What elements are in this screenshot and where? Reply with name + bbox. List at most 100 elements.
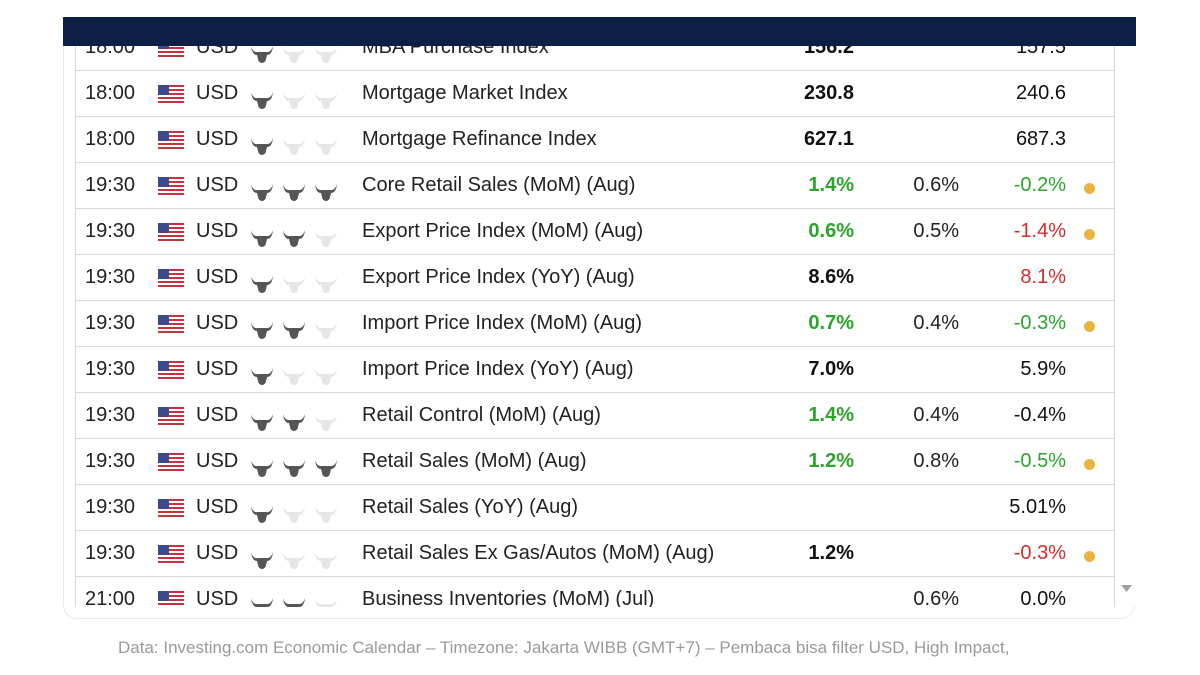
impact-icon xyxy=(282,597,306,607)
actual: 1.2% xyxy=(808,542,854,564)
actual: 7.0% xyxy=(808,358,854,380)
impact-icon xyxy=(314,229,338,249)
flag-icon xyxy=(158,131,184,149)
currency: USD xyxy=(196,496,239,518)
table-row[interactable]: 19:30 USD Import Price Index (MoM) (Aug) 0.… xyxy=(76,301,1114,347)
impact-icon xyxy=(314,45,338,65)
impact-icon xyxy=(282,321,306,341)
table-row[interactable]: 19:30 USD Import Price Index (YoY) (Aug) 7.… xyxy=(76,347,1114,393)
impact-icon xyxy=(314,505,338,525)
currency: USD xyxy=(196,404,239,426)
event-name: Retail Sales Ex Gas/Autos (MoM) (Aug) xyxy=(362,542,715,564)
table-row[interactable]: 19:30 USD Core Retail Sales (MoM) (Aug) 1.4… xyxy=(76,163,1114,209)
importance xyxy=(250,589,346,607)
impact-icon xyxy=(250,275,274,295)
actual: 230.8 xyxy=(803,82,854,104)
event-name: Export Price Index (MoM) (Aug) xyxy=(362,220,644,242)
forecast: 0.5% xyxy=(913,220,959,242)
time: 19:30 xyxy=(85,496,136,518)
impact-icon xyxy=(250,229,274,249)
currency: USD xyxy=(196,128,239,150)
impact-icon xyxy=(282,551,306,571)
currency: USD xyxy=(196,358,239,380)
calendar-table: 18:00 USD MBA Purchase Index 156.2 157.5 18:0… xyxy=(75,17,1115,607)
event-name: Retail Sales (YoY) (Aug) xyxy=(362,496,579,518)
flag-icon xyxy=(158,499,184,517)
time: 19:30 xyxy=(85,220,136,242)
impact-icon xyxy=(314,183,338,203)
table-row[interactable]: 19:30 USD Retail Sales (MoM) (Aug) 1.2% 0.8%… xyxy=(76,439,1114,485)
revised-dot xyxy=(1084,321,1095,332)
impact-icon xyxy=(314,459,338,479)
previous: 8.1% xyxy=(1020,266,1066,288)
time: 19:30 xyxy=(85,404,136,426)
currency: USD xyxy=(196,266,239,288)
currency: USD xyxy=(196,312,239,334)
event-name: Core Retail Sales (MoM) (Aug) xyxy=(362,174,636,196)
flag-icon xyxy=(158,545,184,563)
table-row[interactable]: 18:00 USD Mortgage Market Index 230.8 240.6 xyxy=(76,71,1114,117)
impact-icon xyxy=(314,91,338,111)
table-row[interactable]: 21:00 USD Business Inventories (MoM) (Jul)… xyxy=(76,577,1114,607)
impact-icon xyxy=(282,137,306,157)
flag-icon xyxy=(158,407,184,425)
previous: -0.3% xyxy=(1013,542,1066,564)
currency: USD xyxy=(196,542,239,564)
impact-icon xyxy=(250,137,274,157)
time: 19:30 xyxy=(85,358,136,380)
event-name: Business Inventories (MoM) (Jul) xyxy=(362,588,655,607)
table-row[interactable]: 18:00 USD Mortgage Refinance Index 627.1 687… xyxy=(76,117,1114,163)
forecast: 0.6% xyxy=(913,174,959,196)
currency: USD xyxy=(196,174,239,196)
actual: 0.6% xyxy=(808,220,854,242)
impact-icon xyxy=(282,275,306,295)
impact-icon xyxy=(250,413,274,433)
impact-icon xyxy=(250,183,274,203)
actual: 1.4% xyxy=(808,174,854,196)
flag-icon xyxy=(158,177,184,195)
impact-icon xyxy=(282,183,306,203)
forecast: 0.4% xyxy=(913,312,959,334)
table-row[interactable]: 19:30 USD Export Price Index (YoY) (Aug) 8.… xyxy=(76,255,1114,301)
flag-icon xyxy=(158,591,184,607)
impact-icon xyxy=(282,367,306,387)
actual: 1.4% xyxy=(808,404,854,426)
table-row[interactable]: 19:30 USD Retail Sales (YoY) (Aug) 5.01% xyxy=(76,485,1114,531)
previous: 5.01% xyxy=(1009,496,1066,518)
caption: Data: Investing.com Economic Calendar – … xyxy=(118,638,1010,657)
event-name: Retail Control (MoM) (Aug) xyxy=(362,404,601,426)
impact-icon xyxy=(250,597,274,607)
revised-dot xyxy=(1084,459,1095,470)
impact-icon xyxy=(282,413,306,433)
impact-icon xyxy=(314,551,338,571)
actual: 627.1 xyxy=(803,128,854,150)
time: 19:30 xyxy=(85,266,136,288)
event-name: Export Price Index (YoY) (Aug) xyxy=(362,266,635,288)
event-name: Mortgage Market Index xyxy=(362,82,568,104)
scrollbar[interactable] xyxy=(1118,46,1135,606)
event-name: Retail Sales (MoM) (Aug) xyxy=(362,450,587,472)
impact-icon xyxy=(314,597,338,607)
impact-icon xyxy=(314,275,338,295)
impact-icon xyxy=(250,321,274,341)
flag-icon xyxy=(158,223,184,241)
scroll-arrow[interactable] xyxy=(1118,46,1135,606)
time: 19:30 xyxy=(85,174,136,196)
impact-icon xyxy=(282,45,306,65)
previous: -1.4% xyxy=(1013,220,1066,242)
table-row[interactable]: 19:30 USD Retail Sales Ex Gas/Autos (MoM) … xyxy=(76,531,1114,577)
forecast: 0.6% xyxy=(913,588,959,607)
impact-icon xyxy=(250,505,274,525)
forecast: 0.4% xyxy=(913,404,959,426)
table-row[interactable]: 19:30 USD Retail Control (MoM) (Aug) 1.4% 0.… xyxy=(76,393,1114,439)
time: 18:00 xyxy=(85,128,136,150)
impact-icon xyxy=(314,413,338,433)
flag-icon xyxy=(158,361,184,379)
impact-icon xyxy=(314,367,338,387)
previous: -0.2% xyxy=(1013,174,1066,196)
table-body: 18:00 USD MBA Purchase Index 156.2 157.5 18:0… xyxy=(75,25,1115,607)
revised-dot xyxy=(1084,229,1095,240)
flag-icon xyxy=(158,85,184,103)
table-row[interactable]: 19:30 USD Export Price Index (MoM) (Aug) 0.… xyxy=(76,209,1114,255)
